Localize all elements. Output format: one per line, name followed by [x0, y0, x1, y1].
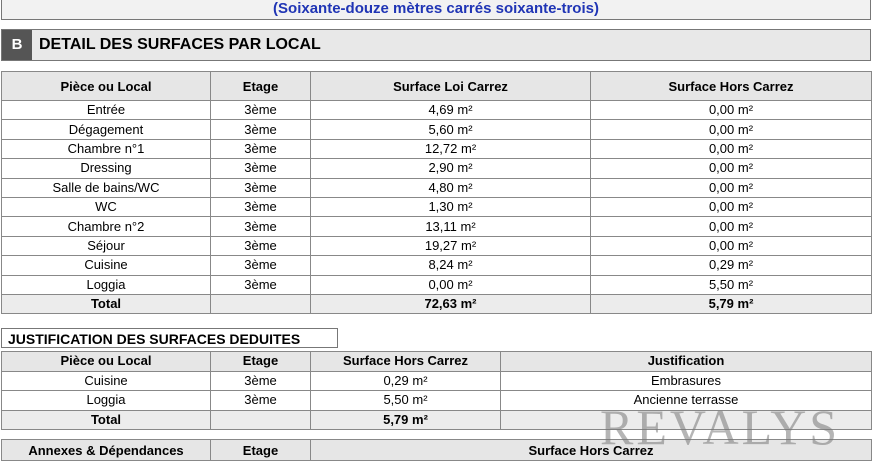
total-cell: 5,79 m² — [310, 409, 501, 430]
table-cell: Loggia — [1, 390, 211, 411]
table-cell: 8,24 m² — [310, 255, 591, 276]
table-cell: 0,00 m² — [310, 274, 591, 295]
table-cell: 0,29 m² — [590, 255, 872, 276]
table-row: Loggia 3ème 0,00 m² 5,50 m² — [1, 274, 872, 295]
table-row: Cuisine 3ème 8,24 m² 0,29 m² — [1, 255, 872, 276]
justification-table: Pièce ou Local Etage Surface Hors Carrez Ju… — [1, 351, 872, 430]
table-row: Cuisine 3ème 0,29 m² Embrasures — [1, 370, 872, 391]
column-header: Justification — [500, 351, 872, 372]
table-cell: Séjour — [1, 235, 211, 257]
table-cell: 12,72 m² — [310, 138, 591, 160]
table-cell: 4,80 m² — [310, 177, 591, 198]
table-cell: Entrée — [1, 99, 211, 121]
revalys-watermark-logo: REVALYS — [600, 399, 841, 455]
table-row: Salle de bains/WC 3ème 4,80 m² 0,00 m² — [1, 177, 872, 198]
column-header: Surface Hors Carrez — [590, 71, 872, 101]
total-cell — [500, 409, 872, 430]
justification-title: JUSTIFICATION DES SURFACES DEDUITES — [1, 328, 338, 348]
table-cell: Embrasures — [500, 370, 872, 391]
table-cell: 0,00 m² — [590, 235, 872, 257]
table-cell: 0,29 m² — [310, 370, 501, 391]
table-cell: 0,00 m² — [590, 158, 872, 179]
surface-in-words: (Soixante-douze mètres carrés soixante-t… — [1, 0, 871, 20]
table-cell: 0,00 m² — [590, 119, 872, 140]
table-cell: 19,27 m² — [310, 235, 591, 257]
total-cell: Total — [1, 293, 211, 315]
column-header: Annexes & Dépendances — [1, 439, 211, 461]
table-cell: 3ème — [210, 158, 311, 179]
column-header: Pièce ou Local — [1, 71, 211, 101]
table-cell: 0,00 m² — [590, 216, 872, 237]
total-cell: 72,63 m² — [310, 293, 591, 315]
column-header: Etage — [210, 439, 311, 461]
section-title: DETAIL DES SURFACES PAR LOCAL — [39, 36, 321, 53]
table-cell: 13,11 m² — [310, 216, 591, 237]
table-cell: 3ème — [210, 216, 311, 237]
table-cell: 1,30 m² — [310, 196, 591, 218]
table-row: Entrée 3ème 4,69 m² 0,00 m² — [1, 99, 872, 121]
table-cell: 5,60 m² — [310, 119, 591, 140]
table-cell: Dressing — [1, 158, 211, 179]
column-header: Surface Hors Carrez — [310, 351, 501, 372]
table-cell: 4,69 m² — [310, 99, 591, 121]
table-cell: 3ème — [210, 119, 311, 140]
column-header: Etage — [210, 71, 311, 101]
table-cell: 0,00 m² — [590, 99, 872, 121]
total-cell: Total — [1, 409, 211, 430]
table-cell: 3ème — [210, 177, 311, 198]
table-cell: 2,90 m² — [310, 158, 591, 179]
total-row: Total 5,79 m² — [1, 409, 872, 430]
table-cell: 3ème — [210, 99, 311, 121]
table-cell: 0,00 m² — [590, 196, 872, 218]
table-cell: Chambre n°1 — [1, 138, 211, 160]
table-cell: 5,50 m² — [590, 274, 872, 295]
total-cell — [210, 293, 311, 315]
table-cell: 3ème — [210, 255, 311, 276]
table-cell: 3ème — [210, 235, 311, 257]
section-b-header: B DETAIL DES SURFACES PAR LOCAL — [1, 29, 871, 61]
table-cell: 0,00 m² — [590, 177, 872, 198]
table-row: Séjour 3ème 19,27 m² 0,00 m² — [1, 235, 872, 257]
table-row: Chambre n°1 3ème 12,72 m² 0,00 m² — [1, 138, 872, 160]
table-row: Dégagement 3ème 5,60 m² 0,00 m² — [1, 119, 872, 140]
column-header: Surface Loi Carrez — [310, 71, 591, 101]
table-row: Chambre n°2 3ème 13,11 m² 0,00 m² — [1, 216, 872, 237]
table-cell: Loggia — [1, 274, 211, 295]
total-cell: 5,79 m² — [590, 293, 872, 315]
table-cell: Cuisine — [1, 255, 211, 276]
total-row: Total 72,63 m² 5,79 m² — [1, 293, 872, 315]
surfaces-table: Pièce ou Local Etage Surface Loi Carrez Sur… — [1, 71, 872, 315]
table-cell: 5,50 m² — [310, 390, 501, 411]
table-row: Dressing 3ème 2,90 m² 0,00 m² — [1, 158, 872, 179]
table-row: WC 3ème 1,30 m² 0,00 m² — [1, 196, 872, 218]
total-cell — [210, 409, 311, 430]
table-cell: 3ème — [210, 370, 311, 391]
table-cell: 3ème — [210, 196, 311, 218]
table-cell: WC — [1, 196, 211, 218]
table-cell: 0,00 m² — [590, 138, 872, 160]
table-cell: Cuisine — [1, 370, 211, 391]
annexes-table: Annexes & Dépendances Etage Surface Hors C… — [1, 439, 872, 461]
table-cell: Dégagement — [1, 119, 211, 140]
table-cell: 3ème — [210, 138, 311, 160]
table-cell: Salle de bains/WC — [1, 177, 211, 198]
table-cell: 3ème — [210, 390, 311, 411]
column-header: Pièce ou Local — [1, 351, 211, 372]
table-cell: 3ème — [210, 274, 311, 295]
section-letter: B — [2, 30, 32, 60]
column-header: Etage — [210, 351, 311, 372]
column-header: Surface Hors Carrez — [310, 439, 872, 461]
table-cell: Chambre n°2 — [1, 216, 211, 237]
